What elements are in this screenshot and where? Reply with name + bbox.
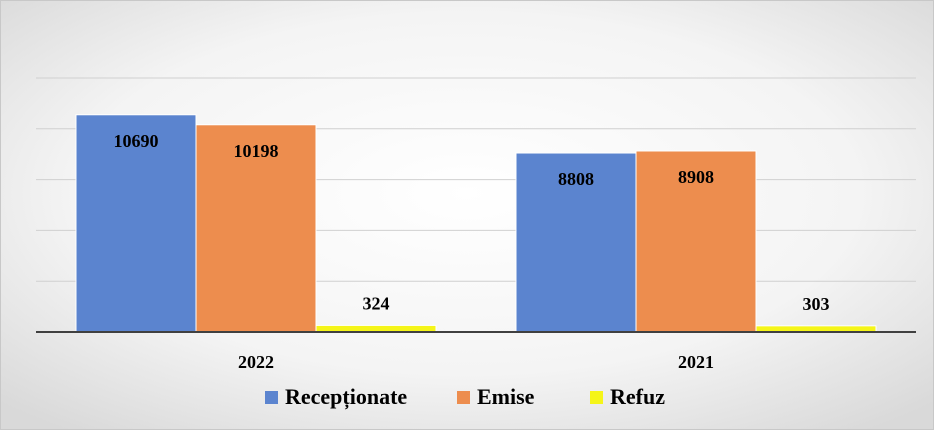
legend-label: Refuz [610, 384, 665, 409]
data-label: 303 [803, 294, 830, 314]
legend-swatch [265, 391, 278, 404]
legend-swatch [590, 391, 603, 404]
data-label: 10198 [234, 141, 279, 161]
data-label: 10690 [114, 131, 159, 151]
x-tick-label: 2022 [238, 352, 274, 372]
legend-label: Emise [477, 384, 535, 409]
data-label: 8808 [558, 169, 594, 189]
legend-label: Recepționate [285, 384, 407, 410]
bar [515, 152, 637, 333]
data-label: 8908 [678, 167, 714, 187]
legend-swatch [457, 391, 470, 404]
data-label: 324 [363, 294, 390, 314]
bar [195, 124, 317, 333]
x-tick-label: 2021 [678, 352, 714, 372]
bar [635, 150, 757, 333]
